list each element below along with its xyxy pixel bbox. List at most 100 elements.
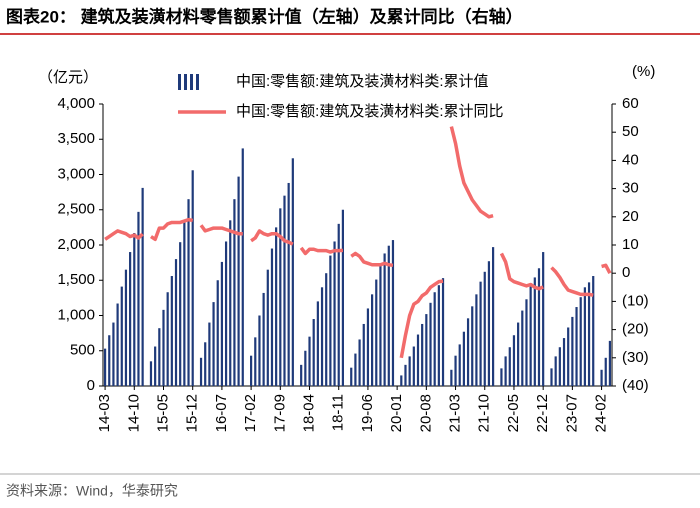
bar	[579, 297, 582, 386]
y2-tick-label: 30	[622, 180, 639, 197]
bar	[525, 299, 528, 386]
x-tick-label: 21-03	[447, 394, 464, 432]
bar	[379, 264, 382, 386]
y-tick-label: 4,000	[57, 95, 95, 112]
bar	[491, 247, 495, 386]
bar	[337, 223, 340, 386]
bar	[542, 252, 545, 386]
legend-swatch	[196, 74, 199, 90]
bar	[204, 342, 207, 386]
bar	[262, 292, 265, 386]
bar	[224, 241, 228, 386]
legend-swatch	[178, 74, 181, 90]
bar	[266, 269, 269, 386]
chart-title: 图表20： 建筑及装潢材料零售额累计值（左轴）及累计同比（右轴）	[6, 6, 523, 26]
bar	[320, 287, 324, 386]
bar	[558, 347, 561, 386]
x-tick-label: 19-06	[359, 394, 376, 432]
bar	[187, 199, 190, 386]
bar	[412, 346, 415, 386]
bar	[325, 273, 328, 386]
bar	[275, 227, 278, 386]
bar	[458, 344, 461, 386]
bar	[429, 302, 432, 386]
bar	[404, 364, 407, 386]
bar	[108, 335, 111, 386]
x-tick-label: 15-05	[154, 394, 171, 432]
bar	[400, 375, 403, 386]
bar	[567, 327, 570, 386]
bar	[471, 306, 474, 386]
bar	[154, 346, 157, 386]
bar	[329, 255, 332, 386]
bar	[562, 338, 566, 386]
bar	[604, 357, 607, 386]
bar	[608, 340, 612, 386]
bar	[241, 148, 244, 386]
bar	[158, 328, 161, 386]
bar	[521, 310, 524, 386]
bar	[350, 367, 353, 386]
bar	[308, 336, 311, 386]
y2-tick-label: (20)	[622, 321, 649, 338]
bar	[483, 271, 486, 386]
bar	[312, 319, 315, 386]
x-tick-label: 20-08	[417, 394, 434, 432]
bar	[300, 364, 303, 386]
bar	[600, 369, 603, 386]
x-tick-label: 20-01	[388, 394, 405, 432]
x-tick-label: 18-04	[300, 394, 317, 432]
bar	[587, 282, 591, 386]
bar	[450, 369, 453, 386]
bar	[571, 316, 574, 386]
bar	[133, 233, 136, 386]
y2-axis-unit: (%)	[632, 63, 655, 80]
bar	[250, 355, 253, 386]
x-tick-label: 14-10	[125, 394, 142, 432]
bar	[533, 277, 536, 386]
bar	[575, 307, 578, 386]
bar	[191, 170, 194, 386]
y2-tick-label: 10	[622, 236, 639, 253]
bar	[149, 361, 153, 386]
y2-tick-label: 40	[622, 151, 639, 168]
bar	[408, 356, 411, 386]
bar	[254, 337, 257, 386]
bar	[333, 241, 336, 386]
bar	[387, 245, 390, 386]
bar	[454, 355, 457, 386]
y2-tick-label: (40)	[622, 377, 649, 394]
bar	[174, 259, 178, 386]
y2-tick-label: (10)	[622, 292, 649, 309]
y2-tick-label: 50	[622, 123, 639, 140]
bar	[212, 302, 215, 386]
bar	[166, 292, 169, 386]
x-tick-label: 24-02	[593, 394, 610, 432]
bar	[124, 269, 128, 386]
y-tick-label: 500	[70, 342, 95, 359]
bar	[466, 318, 470, 386]
bar	[512, 335, 516, 386]
bar	[592, 276, 595, 386]
bar	[517, 322, 520, 386]
y-tick-label: 1,000	[57, 306, 95, 323]
bar	[366, 308, 370, 386]
x-tick-label: 21-10	[476, 394, 493, 432]
bar	[462, 331, 465, 386]
legend-label: 中国:零售额:建筑及装潢材料类:累计值	[236, 73, 489, 90]
bar	[421, 323, 424, 386]
bar	[554, 356, 557, 386]
bar	[529, 286, 532, 386]
bar	[391, 240, 395, 386]
y-tick-label: 2,500	[57, 201, 95, 218]
bar	[416, 334, 420, 386]
bar	[199, 357, 203, 386]
bar	[537, 268, 541, 386]
bar	[116, 303, 119, 386]
bar	[258, 315, 261, 386]
bar	[137, 211, 140, 386]
bar	[129, 252, 132, 386]
bar	[103, 348, 107, 386]
y2-tick-label: 20	[622, 208, 639, 225]
